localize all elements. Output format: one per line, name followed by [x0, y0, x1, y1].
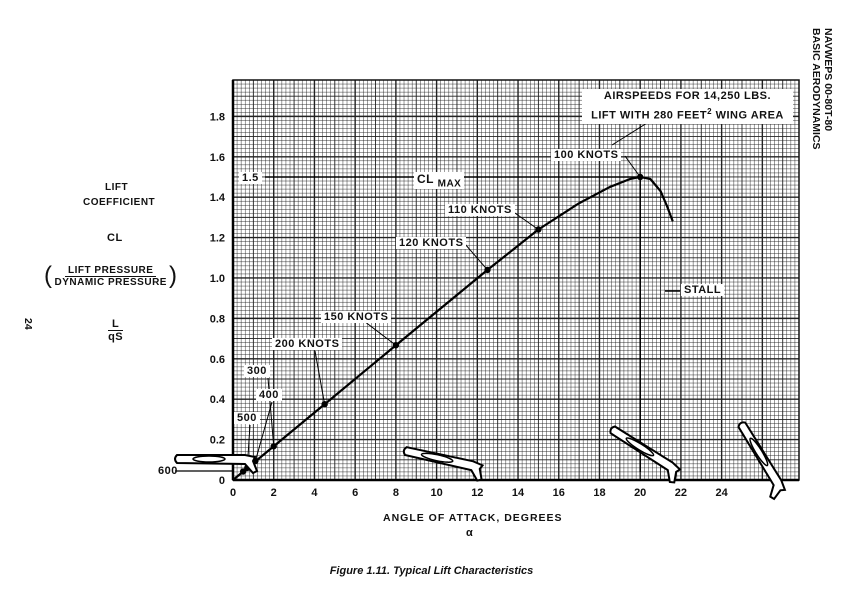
clmax-value-label: 1.5 — [239, 172, 262, 184]
airspeeds-note: AIRSPEEDS FOR 14,250 LBS. LIFT WITH 280 … — [582, 89, 793, 124]
point-label-400: 400 — [256, 389, 282, 401]
header-line1: NAVWEPS 00-80T-80 — [822, 28, 834, 132]
data-point — [636, 173, 644, 181]
airplane-level-icon — [174, 454, 259, 475]
point-label-100: 100 KNOTS — [551, 149, 622, 161]
x-tick-label: 0 — [230, 487, 236, 499]
formula-denominator: qS — [108, 331, 124, 343]
y-label-line1: LIFT — [105, 182, 129, 193]
data-point — [321, 401, 328, 408]
y-label-line2: COEFFICIENT — [83, 197, 156, 208]
leader-line — [464, 243, 488, 271]
x-tick-label: 6 — [352, 487, 358, 499]
x-tick-label: 14 — [512, 487, 525, 499]
x-tick-label: 10 — [430, 487, 442, 499]
x-tick-label: 20 — [634, 487, 646, 499]
clmax-label: CL MAX — [414, 172, 465, 190]
data-point — [392, 342, 400, 349]
leader-line — [314, 350, 326, 405]
y-label-symbol: CL — [107, 232, 123, 244]
data-point — [535, 226, 542, 233]
page-number: 24 — [22, 318, 34, 330]
cl-symbol: CL — [107, 232, 123, 244]
x-tick-label: 18 — [593, 487, 605, 499]
leader-line — [624, 155, 641, 178]
point-label-200: 200 KNOTS — [272, 338, 343, 350]
clmax-cl: CL — [417, 172, 434, 186]
x-tick-label: 22 — [675, 487, 687, 499]
ratio-numerator: LIFT PRESSURE — [65, 265, 157, 277]
point-label-300: 300 — [244, 365, 270, 377]
header-line2: BASIC AERODYNAMICS — [810, 28, 822, 150]
airspeeds-sup: 2 — [707, 107, 713, 116]
point-label-120: 120 KNOTS — [396, 237, 467, 249]
point-label-150: 150 KNOTS — [321, 311, 392, 323]
formula-numerator: L — [108, 318, 124, 331]
x-tick-label: 12 — [471, 487, 483, 499]
running-header: NAVWEPS 00-80T-80 BASIC AERODYNAMICS — [810, 28, 834, 150]
clmax-sub: MAX — [437, 178, 462, 190]
y-tick-label: 0 — [219, 475, 225, 487]
lift-curve — [232, 175, 674, 481]
x-tick-label: 2 — [271, 487, 277, 499]
airplane-high-angle-icon — [609, 425, 682, 484]
point-label-110: 110 KNOTS — [445, 204, 515, 216]
x-tick-label: 4 — [311, 487, 318, 499]
airspeeds-line2: LIFT WITH 280 FEET2 WING AREA — [585, 104, 790, 124]
y-label-ratio: ( LIFT PRESSURE DYNAMIC PRESSURE ) — [44, 262, 178, 289]
airplane-low-angle-icon — [402, 446, 485, 482]
airspeeds-line1: AIRSPEEDS FOR 14,250 LBS. — [603, 90, 772, 102]
y-tick-label: 0.2 — [210, 435, 225, 447]
point-label-600: 600 — [158, 465, 178, 477]
y-label-formula: L qS — [108, 318, 124, 343]
data-point — [270, 443, 277, 450]
airplane-stall-icon — [737, 421, 787, 501]
x-tick-label: 24 — [716, 487, 729, 499]
y-tick-label: 1.6 — [210, 152, 225, 164]
leader-line — [254, 401, 273, 462]
y-tick-label: 0.6 — [210, 354, 225, 366]
x-axis-title: ANGLE OF ATTACK, DEGREES — [383, 512, 563, 524]
airspeeds-line2a: LIFT WITH 280 FEET — [591, 109, 708, 122]
airspeeds-line2b: WING AREA — [712, 109, 784, 122]
y-tick-label: 0.4 — [210, 394, 226, 406]
ratio-denominator: DYNAMIC PRESSURE — [54, 276, 167, 288]
y-tick-label: 0.8 — [210, 313, 225, 325]
figure-caption: Figure 1.11. Typical Lift Characteristic… — [329, 565, 534, 577]
plot-frame — [232, 79, 800, 481]
x-tick-label: 16 — [553, 487, 565, 499]
data-point — [484, 266, 491, 274]
y-tick-label: 1.4 — [210, 192, 226, 204]
x-axis-symbol: α — [466, 527, 474, 539]
point-label-500: 500 — [234, 412, 260, 424]
y-tick-label: 1.8 — [210, 111, 225, 123]
y-tick-label: 1.2 — [210, 233, 225, 245]
leader-line — [511, 210, 539, 230]
data-point — [239, 468, 247, 475]
x-tick-label: 8 — [393, 487, 399, 499]
stall-label: STALL — [681, 284, 725, 296]
y-tick-label: 1.0 — [210, 273, 225, 285]
